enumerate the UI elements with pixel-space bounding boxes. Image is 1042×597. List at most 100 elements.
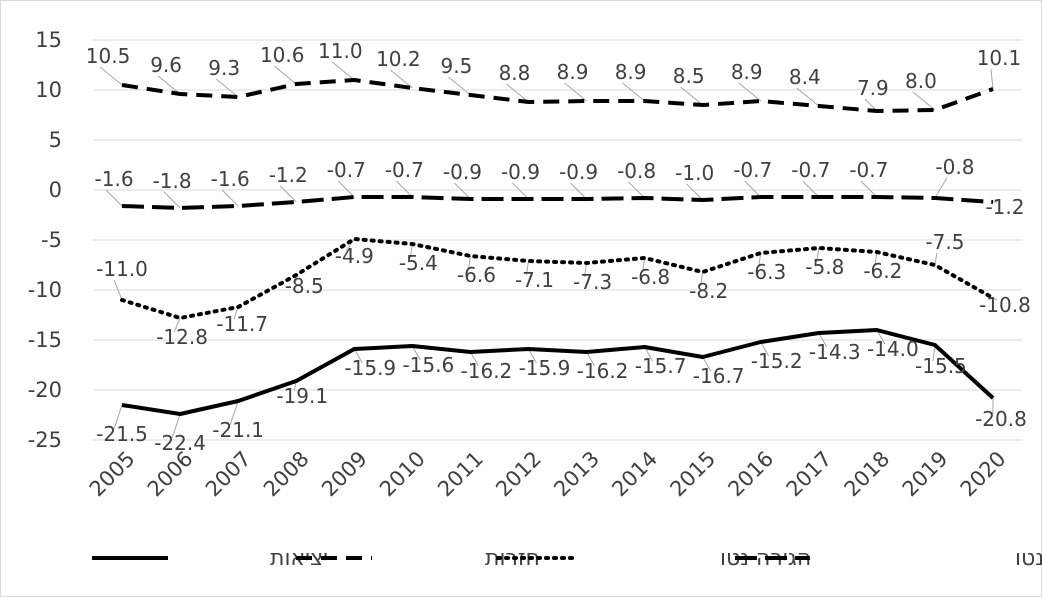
label-leader-line (395, 180, 413, 198)
label-leader-line (506, 83, 529, 103)
label-leader-line (229, 400, 239, 426)
label-leader-line (273, 65, 297, 85)
data-label: -0.9 (559, 160, 598, 184)
data-label: 10.1 (977, 46, 1022, 70)
data-label: -15.9 (344, 356, 396, 380)
data-label: -0.7 (733, 158, 772, 182)
label-leader-line (584, 262, 588, 278)
label-leader-line (337, 180, 355, 198)
data-label: -5.8 (805, 255, 844, 279)
y-axis-ticks: 15 10 5 0 -5 -10 -15 -20 -25 (28, 28, 62, 452)
data-label: -16.2 (461, 359, 513, 383)
data-label: -0.8 (617, 159, 656, 183)
label-leader-line (570, 182, 587, 200)
data-label: -0.7 (849, 158, 888, 182)
data-label: -8.2 (689, 279, 728, 303)
label-leader-line (702, 356, 712, 372)
label-leader-line (105, 189, 123, 207)
data-label: -5.4 (399, 251, 438, 275)
data-label: -0.9 (501, 160, 540, 184)
label-leader-line (448, 76, 471, 96)
data-label: 8.5 (673, 64, 705, 88)
data-label: -6.6 (457, 263, 496, 287)
data-label: 8.9 (557, 60, 589, 84)
label-leader-line (512, 182, 529, 200)
label-leader-line (802, 180, 820, 198)
data-label: 8.9 (731, 60, 763, 84)
gridlines (93, 39, 1022, 441)
y-tick-label: 0 (49, 178, 62, 202)
data-label: -20.8 (975, 407, 1027, 431)
data-label: 9.5 (441, 54, 473, 78)
data-label: -11.0 (96, 257, 148, 281)
label-leader-line (700, 271, 704, 287)
label-leader-line (642, 257, 646, 273)
label-leader-line (796, 87, 820, 107)
data-label: -1.6 (95, 167, 134, 191)
data-label: 8.9 (615, 60, 647, 84)
label-leader-line (221, 189, 239, 207)
label-leader-line (744, 180, 762, 198)
data-label: -7.1 (515, 268, 554, 292)
data-label: -19.1 (276, 384, 328, 408)
label-leader-line (992, 297, 998, 301)
label-leader-line (818, 332, 828, 348)
y-tick-label: -20 (28, 378, 62, 402)
data-label: 8.4 (789, 65, 821, 89)
data-label: 8.0 (905, 69, 937, 93)
label-leader-line (816, 247, 820, 263)
label-leader-line (454, 182, 471, 200)
data-label: -6.3 (747, 260, 786, 284)
label-leader-line (331, 61, 355, 81)
data-label: -10.8 (979, 293, 1031, 317)
data-label: -7.3 (573, 270, 612, 294)
data-label: -0.7 (791, 158, 830, 182)
label-leader-line (686, 183, 704, 201)
data-label: -16.2 (577, 359, 629, 383)
label-leader-line (113, 279, 123, 301)
data-label: -21.5 (96, 422, 148, 446)
data-label: -6.8 (631, 265, 670, 289)
y-tick-label: 15 (35, 28, 62, 52)
label-leader-line (738, 82, 762, 102)
label-leader-line (932, 344, 936, 362)
data-label: -12.8 (156, 325, 208, 349)
data-label: 10.6 (260, 43, 305, 67)
data-label: -7.5 (925, 230, 964, 254)
label-leader-line (390, 69, 413, 89)
label-leader-line (409, 243, 413, 259)
label-leader-line (934, 252, 938, 266)
label-leader-line (586, 351, 595, 367)
data-label: -0.9 (443, 160, 482, 184)
label-leader-line (622, 82, 645, 102)
y-tick-label: 10 (35, 78, 62, 102)
label-leader-lines (99, 61, 998, 439)
data-label: -4.9 (335, 244, 374, 268)
label-leader-line (525, 260, 529, 276)
label-leader-line (345, 238, 355, 252)
data-label: -14.0 (867, 337, 919, 361)
label-leader-line (173, 317, 181, 333)
data-label: -15.6 (402, 353, 454, 377)
series-line (121, 195, 994, 210)
data-label: -16.7 (693, 364, 745, 388)
label-leader-line (353, 348, 363, 364)
label-leader-line (874, 251, 878, 267)
data-label: -15.7 (635, 354, 687, 378)
label-leader-line (628, 181, 645, 199)
label-leader-line (215, 78, 239, 98)
label-leader-line (758, 252, 762, 268)
data-label: 11.0 (318, 39, 363, 63)
series-line (121, 328, 995, 416)
y-tick-label: 5 (49, 128, 62, 152)
data-labels: -21.5 -22.4-21.1-19.1-15.9 -15.6 -16.2 -15.9… (86, 39, 1031, 455)
series-line (121, 78, 994, 113)
series-line (120, 237, 995, 320)
label-leader-line (860, 180, 878, 198)
data-label: -6.2 (863, 259, 902, 283)
label-leader-line (163, 191, 181, 209)
label-leader-line (644, 346, 654, 362)
data-label: -1.6 (211, 167, 250, 191)
